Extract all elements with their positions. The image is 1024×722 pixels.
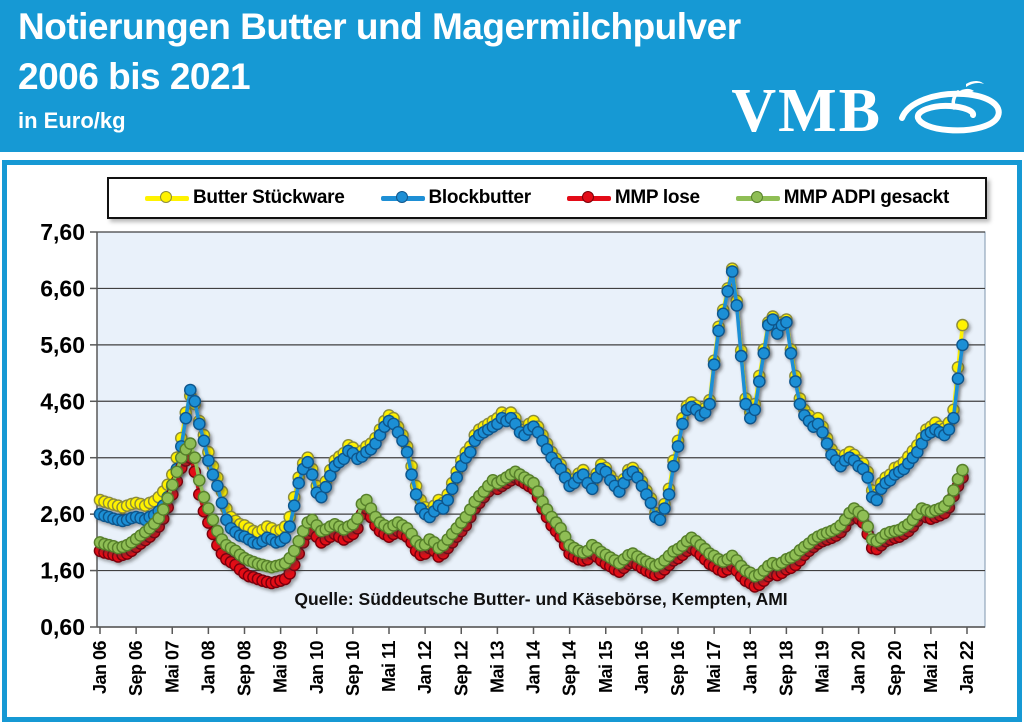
header-banner: Notierungen Butter und Magermilchpulver … xyxy=(0,0,1024,152)
x-tick-label: Jan 08 xyxy=(198,641,218,695)
legend-marker-icon xyxy=(380,190,425,206)
x-tick-label: Mai 19 xyxy=(813,641,833,694)
x-tick-label: Sep 06 xyxy=(126,641,146,697)
legend-label: Butter Stückware xyxy=(193,187,345,208)
y-tick-label: 0,60 xyxy=(40,614,85,640)
source-note: Quelle: Süddeutsche Butter- und Käsebörs… xyxy=(294,589,787,609)
x-tick-label: Mai 15 xyxy=(596,641,616,694)
legend-marker-icon xyxy=(145,190,189,206)
series-mmp-adpi-gesackt xyxy=(93,437,969,583)
legend-label: MMP lose xyxy=(614,187,700,208)
y-tick-label: 1,60 xyxy=(40,558,85,584)
x-tick-label: Sep 12 xyxy=(451,641,471,697)
y-tick-label: 6,60 xyxy=(40,275,85,301)
x-tick-label: Mai 11 xyxy=(379,641,399,693)
x-tick-label: Jan 06 xyxy=(90,641,110,695)
x-tick-label: Sep 14 xyxy=(560,641,580,697)
x-tick-label: Jan 20 xyxy=(849,641,869,695)
x-tick-label: Mai 13 xyxy=(487,641,507,694)
legend-item-2: Blockbutter xyxy=(380,187,532,209)
y-tick-label: 2,60 xyxy=(40,501,85,527)
vmb-logo-text: VMB xyxy=(731,76,882,145)
legend-label: Blockbutter xyxy=(428,187,532,208)
legend-item-3: MMP lose xyxy=(566,187,700,209)
x-tick-label: Sep 20 xyxy=(885,641,905,697)
page-title-line2: 2006 bis 2021 xyxy=(18,56,251,97)
x-tick-label: Jan 18 xyxy=(740,641,760,695)
x-tick-label: Jan 14 xyxy=(524,641,544,695)
x-tick-label: Jan 16 xyxy=(632,641,652,695)
vmb-logo: VMB xyxy=(731,74,1006,147)
x-tick-label: Sep 08 xyxy=(235,641,255,697)
legend-item-4: MMP ADPI gesackt xyxy=(735,187,950,209)
x-tick-label: Jan 10 xyxy=(307,641,327,695)
x-tick-label: Mai 09 xyxy=(271,641,291,694)
page-title-line1: Notierungen Butter und Magermilchpulver xyxy=(18,6,741,47)
x-tick-label: Jan 12 xyxy=(415,641,435,695)
x-tick-label: Sep 16 xyxy=(668,641,688,697)
legend-item-1: Butter Stückware xyxy=(145,187,345,209)
legend-label: MMP ADPI gesackt xyxy=(783,187,950,208)
x-tick-label: Jan 22 xyxy=(957,641,977,695)
unit-label: in Euro/kg xyxy=(18,108,126,133)
x-tick-label: Sep 18 xyxy=(776,641,796,697)
y-tick-label: 7,60 xyxy=(40,219,85,245)
y-tick-label: 4,60 xyxy=(40,388,85,414)
legend-marker-icon xyxy=(735,190,780,206)
y-tick-label: 3,60 xyxy=(40,445,85,471)
vmb-swirl-icon xyxy=(888,74,1006,147)
legend-marker-icon xyxy=(566,190,611,206)
y-tick-label: 5,60 xyxy=(40,332,85,358)
x-tick-label: Mai 21 xyxy=(921,641,941,694)
chart-legend: Butter Stückware Blockbutter MMP lose MMP A… xyxy=(107,177,987,219)
x-tick-label: Mai 07 xyxy=(162,641,182,694)
x-tick-label: Mai 17 xyxy=(704,641,724,694)
x-tick-label: Sep 10 xyxy=(343,641,363,697)
